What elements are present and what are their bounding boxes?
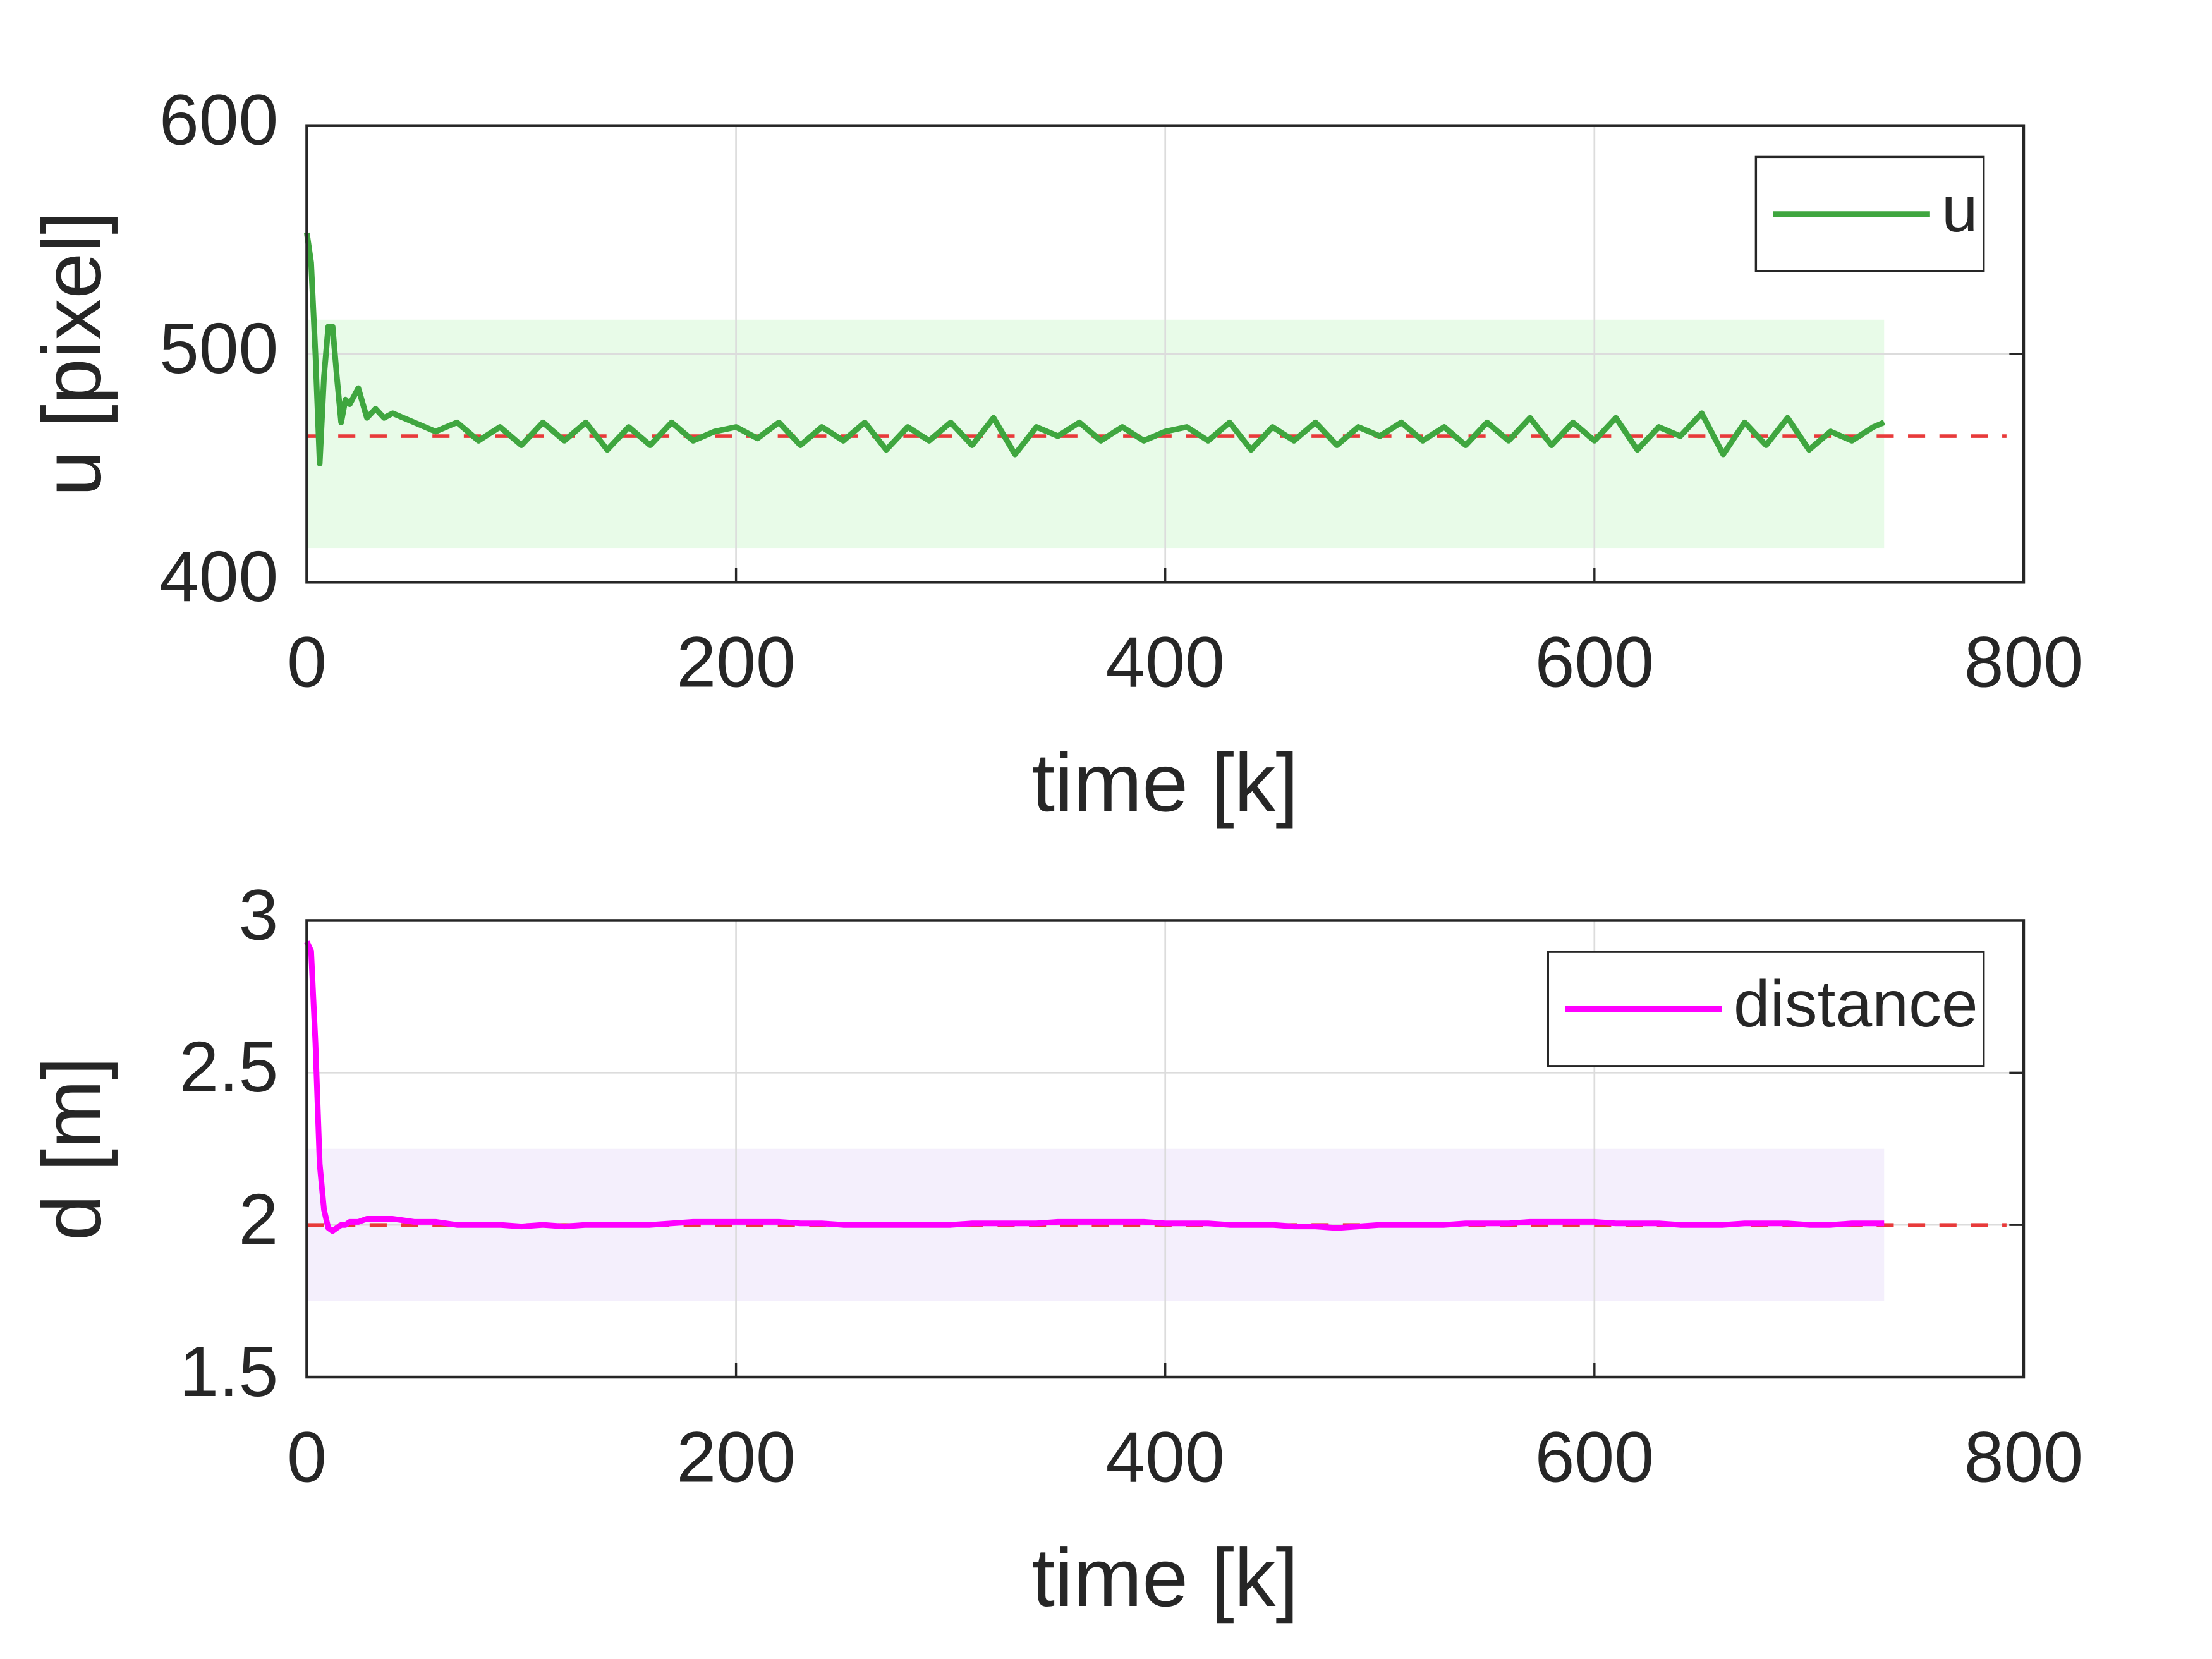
x-axis-label: time [k] <box>1032 1531 1299 1624</box>
y-axis-label: u [pixel] <box>25 211 118 496</box>
x-tick-label: 400 <box>1106 1417 1225 1497</box>
x-tick-label: 0 <box>287 623 327 702</box>
data-line <box>304 232 1886 466</box>
y-tick-label: 3 <box>239 875 279 954</box>
legend-label: u <box>1942 173 1978 246</box>
x-axis-label: time [k] <box>1032 736 1299 829</box>
x-tick-label: 200 <box>676 623 795 702</box>
x-tick-label: 400 <box>1106 623 1225 702</box>
y-tick-label: 600 <box>159 80 278 160</box>
y-axis-label: d [m] <box>25 1057 118 1241</box>
x-tick-label: 800 <box>1964 623 2083 702</box>
x-tick-label: 800 <box>1964 1417 2083 1497</box>
x-tick-label: 0 <box>287 1417 327 1497</box>
y-tick-label: 400 <box>159 537 278 616</box>
data-line <box>304 940 1885 1234</box>
axes-box <box>305 124 2026 584</box>
axes-box <box>305 919 2026 1379</box>
legend-label: distance <box>1734 968 1978 1041</box>
y-tick-label: 2.5 <box>179 1027 278 1107</box>
x-tick-label: 600 <box>1535 1417 1654 1497</box>
y-tick-label: 2 <box>239 1179 279 1259</box>
y-tick-label: 500 <box>159 308 278 388</box>
x-tick-label: 200 <box>676 1417 795 1497</box>
y-tick-label: 1.5 <box>179 1332 278 1411</box>
x-tick-label: 600 <box>1535 623 1654 702</box>
